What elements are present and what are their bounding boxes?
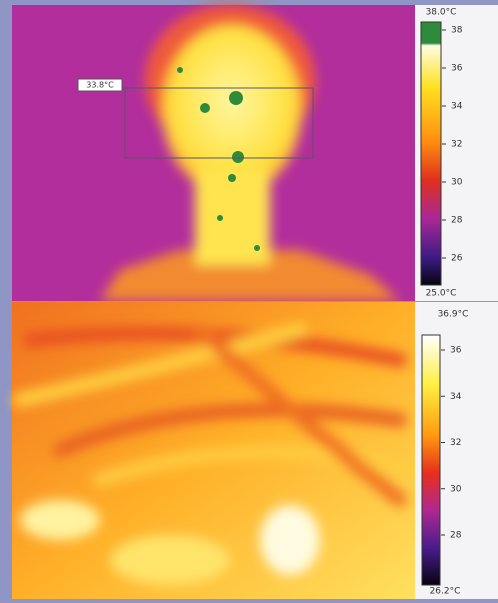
thermal-view: 33.8°C 38.0°C 25.0°C 38 36 34 32 30 28 26 36.9…: [0, 0, 498, 599]
tick-label: 30: [450, 484, 462, 494]
tick-label: 34: [450, 392, 462, 402]
top-colorbar: [421, 22, 441, 285]
tick-label: 32: [450, 438, 461, 448]
tick-label: 26: [451, 254, 463, 264]
bottom-scale-max: 36.9°C: [438, 310, 469, 320]
tick-label: 28: [451, 216, 463, 226]
top-scale-min: 25.0°C: [426, 289, 457, 299]
top-scale-max: 38.0°C: [426, 8, 457, 18]
tick-label: 32: [451, 140, 462, 150]
tick-label: 36: [450, 346, 462, 356]
tick-label: 30: [451, 178, 463, 188]
page: 33.8°C 38.0°C 25.0°C 38 36 34 32 30 28 26 36.9…: [0, 0, 498, 599]
bottom-colorbar: [422, 335, 440, 585]
tick-label: 28: [450, 531, 462, 541]
spot-label: 33.8°C: [86, 81, 114, 90]
tick-label: 34: [451, 102, 463, 112]
bottom-scale-min: 26.2°C: [430, 587, 461, 597]
tick-label: 36: [451, 64, 463, 74]
tick-label: 38: [451, 26, 463, 36]
